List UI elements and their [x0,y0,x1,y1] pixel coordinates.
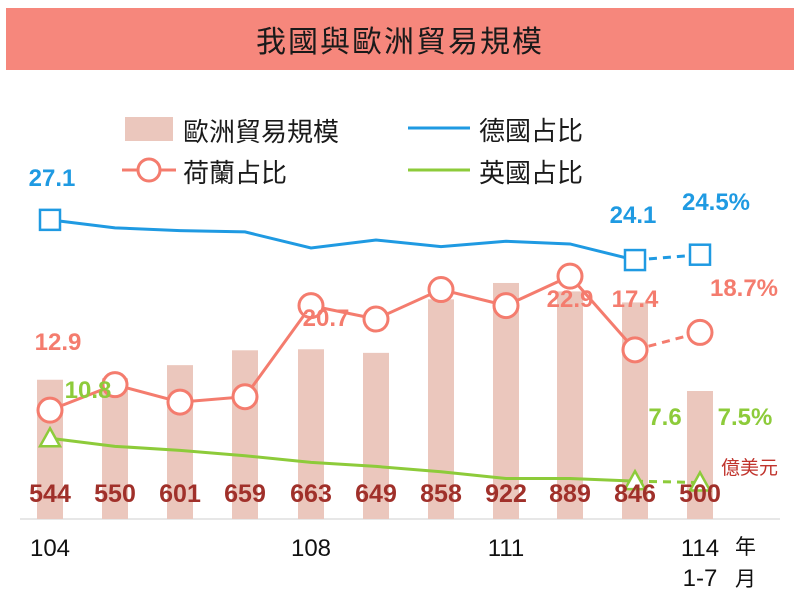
point-netherlands [556,262,584,290]
bar-value-label: 858 [420,480,462,508]
line-netherlands [49,274,637,412]
data-labels: 544 550 601 659 663 649 858 922 889 846 500 27.1 24.… [29,165,778,508]
bar-value-label: 663 [290,480,332,508]
bar-unit-label: 億美元 [721,457,778,479]
point-netherlands [621,336,649,364]
bar-value-label: 500 [679,480,721,508]
percent-label: 18.7% [710,275,778,302]
x-tick-label: 108 [291,535,331,562]
legend: 歐洲貿易規模 德國占比 荷蘭占比 英國占比 [122,117,583,189]
bar-value-label: 846 [614,480,656,508]
line-germany-projected [634,253,701,262]
percent-label: 24.1 [610,202,657,229]
chart-title-bar: 我國與歐洲貿易規模 [6,8,794,70]
point-uk [37,425,63,448]
point-germany [688,243,712,266]
legend-swatch-trade [125,117,173,141]
bar [428,299,454,519]
percent-label: 24.5% [682,189,750,216]
bar-value-label: 550 [94,480,136,508]
x-axis-unit-year: 年 [735,535,756,559]
point-netherlands [297,292,325,320]
x-tick-sublabel: 1-7 [683,565,718,592]
bar [232,350,258,519]
point-netherlands [36,396,64,424]
x-tick-label: 114 [681,535,719,562]
point-netherlands [492,292,520,320]
point-uk [622,468,648,491]
point-netherlands [427,276,455,304]
line-series [36,208,714,492]
point-netherlands [231,383,259,411]
percent-label: 12.9 [35,329,82,356]
bar-value-label: 601 [159,480,201,508]
percent-label: 20.7 [303,305,350,332]
percent-label: 7.6 [648,404,681,431]
point-netherlands [686,318,714,346]
line-uk-projected [634,479,701,484]
x-axis-unit-month: 月 [735,567,756,591]
point-germany [623,248,647,272]
bar-value-label: 649 [355,480,397,508]
point-germany [38,208,62,232]
bar-value-label: 659 [224,480,266,508]
bar-value-label: 889 [549,480,591,508]
line-uk [49,436,636,483]
legend-label-netherlands: 荷蘭占比 [183,159,287,189]
chart-title: 我國與歐洲貿易規模 [256,25,544,60]
bar-value-label: 544 [29,480,71,508]
line-germany [49,218,636,262]
legend-label-germany: 德國占比 [479,117,583,147]
x-tick-label: 111 [488,535,524,562]
bar [298,349,324,519]
point-netherlands [101,371,129,399]
percent-label: 22.9 [547,286,594,313]
point-netherlands [166,388,194,416]
legend-label-trade: 歐洲貿易規模 [183,118,339,148]
x-tick-label: 104 [30,535,70,562]
percent-label: 7.5% [718,404,773,431]
bar [557,291,583,519]
bar [102,378,128,519]
bar [687,391,713,519]
percent-label: 17.4 [612,286,659,313]
bar-value-label: 922 [485,480,527,508]
legend-marker-netherlands [136,157,162,183]
percent-label: 27.1 [29,165,76,192]
bar [363,352,389,519]
point-netherlands [362,305,390,333]
percent-label: 10.8 [65,377,112,404]
point-uk [687,469,713,492]
legend-label-uk: 英國占比 [479,159,583,189]
x-axis: 104 108 111 114 年 1-7 月 [30,535,756,592]
